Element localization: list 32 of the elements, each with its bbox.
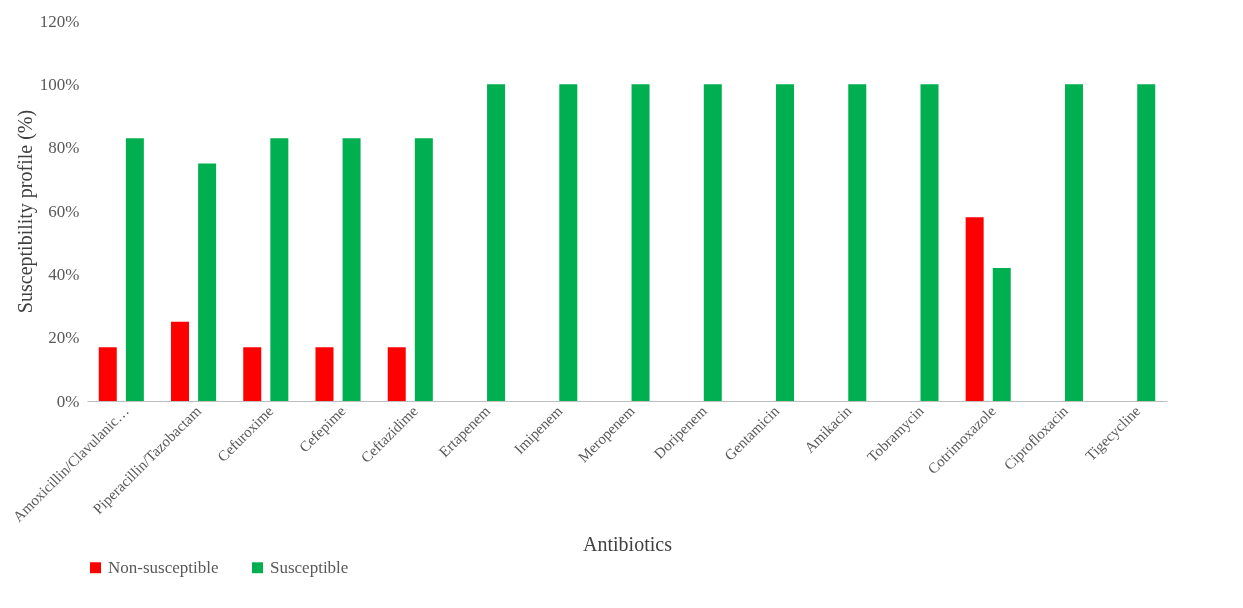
bar [243,347,262,401]
bar [776,84,795,401]
legend-label: Non-susceptible [108,557,219,577]
y-tick-label: 40% [48,264,80,284]
bar [703,84,722,401]
bar [342,138,361,401]
y-tick-label: 0% [56,391,80,411]
bar [920,84,939,401]
bar [414,138,433,401]
bar [270,138,289,401]
legend-label: Susceptible [270,557,349,577]
bar [387,347,406,401]
bar [171,321,190,401]
bar [1064,84,1083,401]
bar [631,84,650,401]
bar [315,347,334,401]
bar [487,84,506,401]
bar [848,84,867,401]
bar [98,347,117,401]
y-tick-label: 80% [48,138,80,158]
y-axis-title: Susceptibility profile (%) [13,109,37,314]
bar [992,268,1011,401]
y-tick-label: 60% [48,201,80,221]
x-axis-title: Antibiotics [583,532,673,555]
bar [1137,84,1156,401]
y-tick-label: 120% [39,11,80,31]
y-tick-label: 100% [39,74,80,94]
bar [198,163,217,401]
y-tick-label: 20% [48,328,80,348]
bar [559,84,578,401]
bar [965,217,984,401]
bar [125,138,144,401]
